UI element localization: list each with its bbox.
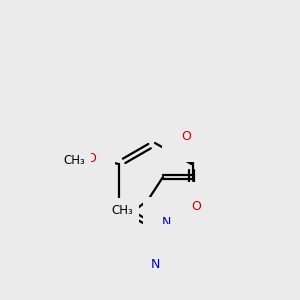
Text: N: N bbox=[161, 215, 171, 229]
Text: C: C bbox=[151, 242, 159, 256]
Text: O: O bbox=[181, 130, 191, 143]
Text: O: O bbox=[191, 200, 201, 214]
Text: CH₃: CH₃ bbox=[64, 154, 86, 166]
Text: CH₃: CH₃ bbox=[111, 203, 133, 217]
Text: N: N bbox=[150, 259, 160, 272]
Text: O: O bbox=[87, 152, 97, 166]
